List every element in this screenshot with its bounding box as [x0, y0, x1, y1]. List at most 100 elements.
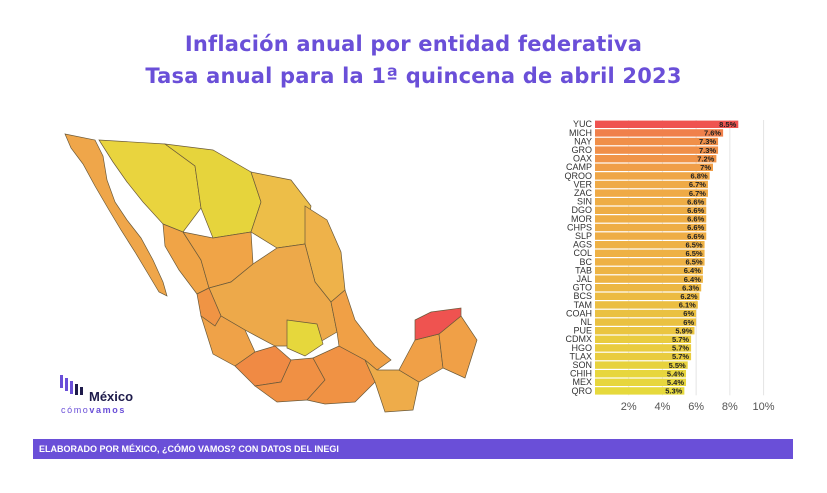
x-tick-label: 6% [688, 401, 704, 413]
bar [595, 137, 719, 146]
bar [595, 335, 692, 343]
category-label: JAL [576, 274, 592, 284]
bar [595, 370, 687, 378]
value-label: 5.7% [672, 344, 689, 353]
value-label: 7.3% [699, 146, 716, 155]
footer-banner: ELABORADO POR MÉXICO, ¿CÓMO VAMOS? CON D… [33, 439, 793, 459]
category-label: NAY [574, 136, 592, 146]
category-label: TAM [574, 300, 592, 310]
value-label: 6.6% [687, 197, 704, 206]
chart-x-ticks: 2% 4% 6% 8% 10% [621, 401, 775, 413]
value-label: 6.1% [679, 301, 696, 310]
bar [595, 180, 708, 189]
bar [595, 344, 692, 352]
bar [595, 223, 707, 232]
category-label: HGO [571, 343, 592, 353]
logo-tagline: cómovamos [61, 405, 126, 415]
value-label: 6.7% [689, 180, 706, 189]
bar [595, 301, 698, 309]
value-label: 5.7% [672, 352, 689, 361]
category-label: SON [572, 360, 592, 370]
chart-bars [595, 120, 739, 395]
category-label: BC [579, 257, 592, 267]
bar [595, 318, 697, 326]
chart-category-labels: YUCMICHNAYGROOAXCAMPQROOVERZACSINDGOMORC… [564, 119, 592, 396]
category-label: SLP [575, 231, 592, 241]
value-label: 6.3% [682, 283, 699, 292]
bar [595, 206, 707, 214]
mexico-map [64, 133, 478, 413]
bar [595, 155, 717, 163]
value-label: 6% [683, 318, 694, 327]
value-label: 6.6% [687, 206, 704, 215]
category-label: QROO [564, 171, 592, 181]
category-label: MOR [571, 214, 592, 224]
bar [595, 275, 703, 283]
bar [595, 309, 697, 318]
value-label: 6% [683, 309, 694, 318]
category-label: PUE [573, 326, 592, 336]
logo-word: México [89, 389, 134, 404]
category-label: VER [573, 179, 592, 189]
value-label: 6.6% [687, 223, 704, 232]
value-label: 7% [700, 163, 711, 172]
bar [595, 120, 739, 128]
bar [595, 172, 710, 180]
value-label: 5.7% [672, 335, 689, 344]
category-label: CDMX [566, 334, 593, 344]
bar [595, 378, 687, 386]
category-label: COAH [566, 308, 592, 318]
map-state-bc [64, 133, 168, 297]
value-label: 6.2% [680, 292, 697, 301]
value-label: 5.4% [667, 369, 684, 378]
category-label: DGO [571, 205, 592, 215]
bar [595, 163, 713, 171]
category-label: AGS [573, 240, 592, 250]
category-label: TLAX [569, 351, 592, 361]
bar [595, 198, 707, 206]
x-tick-label: 8% [722, 401, 738, 413]
map-state-jal [200, 315, 256, 367]
bar [595, 249, 705, 257]
bars-logo-icon [60, 375, 83, 395]
category-label: YUC [573, 119, 593, 129]
category-label: QRO [571, 386, 592, 396]
value-label: 5.9% [675, 326, 692, 335]
value-label: 8.5% [719, 120, 736, 129]
bar [595, 266, 703, 275]
category-label: CHIH [570, 369, 592, 379]
bar [595, 327, 695, 335]
value-label: 6.5% [685, 249, 702, 258]
x-tick-label: 2% [621, 401, 637, 413]
value-label: 7.2% [697, 154, 714, 163]
value-label: 6.4% [684, 266, 701, 275]
value-label: 5.5% [669, 361, 686, 370]
bar [595, 361, 688, 369]
category-label: ZAC [574, 188, 593, 198]
category-label: BCS [573, 291, 592, 301]
value-label: 5.4% [667, 378, 684, 387]
value-label: 6.5% [685, 240, 702, 249]
bar [595, 284, 702, 292]
category-label: GTO [573, 283, 592, 293]
value-label: 6.6% [687, 215, 704, 224]
value-label: 6.7% [689, 189, 706, 198]
logo: México cómovamos [59, 372, 169, 422]
category-label: GRO [571, 145, 592, 155]
bar [595, 352, 692, 361]
map-state-qro [286, 319, 324, 357]
category-label: MICH [569, 128, 592, 138]
bar [595, 258, 705, 266]
x-tick-label: 10% [753, 401, 775, 413]
category-label: CHPS [567, 222, 592, 232]
map-state-ver [330, 289, 392, 371]
value-label: 6.5% [685, 258, 702, 267]
x-tick-label: 4% [654, 401, 670, 413]
category-label: COL [573, 248, 592, 258]
value-label: 5.3% [665, 387, 682, 396]
bar [595, 215, 707, 223]
value-label: 6.6% [687, 232, 704, 241]
value-label: 6.4% [684, 275, 701, 284]
category-label: TAB [575, 265, 592, 275]
bar [595, 189, 708, 197]
